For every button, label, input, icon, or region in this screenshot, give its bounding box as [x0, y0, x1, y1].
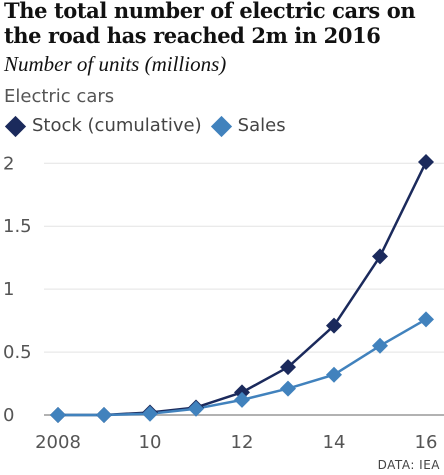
data-point-0 — [326, 317, 342, 334]
data-point-0 — [418, 154, 434, 171]
data-point-0 — [280, 359, 296, 376]
legend-label-sales: Sales — [237, 115, 286, 136]
y-tick-label: 0.5 — [3, 342, 32, 363]
chart-title: The total number of electric cars on the… — [4, 0, 416, 48]
legend-item-sales: Sales — [210, 115, 286, 137]
legend: Stock (cumulative) Sales — [4, 115, 294, 137]
legend-label-stock: Stock (cumulative) — [32, 115, 202, 136]
y-tick-label: 0 — [3, 405, 14, 426]
x-tick-label: 14 — [323, 432, 346, 453]
panel-label: Electric cars — [4, 86, 115, 107]
data-point-0 — [372, 248, 388, 265]
source-note: DATA: IEA — [377, 458, 440, 472]
data-point-1 — [234, 391, 250, 408]
data-point-1 — [142, 405, 158, 422]
series-line-0 — [58, 161, 428, 417]
legend-item-stock: Stock (cumulative) — [4, 115, 202, 137]
x-tick-label: 10 — [139, 432, 162, 453]
x-tick-label: 12 — [231, 432, 254, 453]
y-tick-label: 2 — [3, 153, 14, 174]
data-point-1 — [50, 407, 66, 423]
chart-subtitle: Number of units (millions) — [4, 52, 227, 76]
x-tick-label: 16 — [415, 432, 438, 453]
data-point-1 — [418, 311, 434, 328]
data-point-1 — [372, 337, 388, 354]
y-tick-label: 1 — [3, 279, 14, 300]
data-point-1 — [96, 407, 112, 423]
data-point-1 — [188, 400, 204, 417]
x-tick-label: 2008 — [35, 432, 81, 453]
y-tick-label: 1.5 — [3, 216, 32, 237]
data-point-1 — [326, 366, 342, 383]
data-point-1 — [280, 380, 296, 397]
